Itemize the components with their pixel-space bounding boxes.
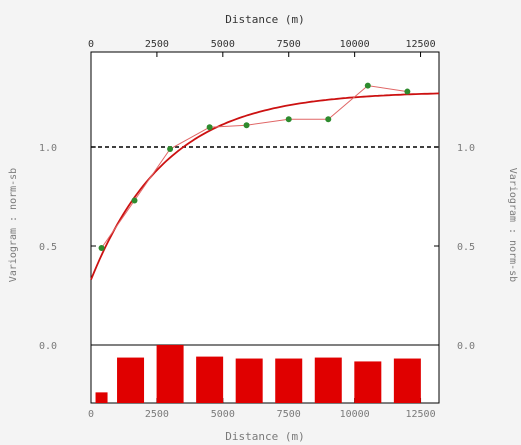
x-tick-label-bottom: 5000	[211, 409, 235, 420]
y-tick-label-right: 0.0	[457, 341, 475, 352]
x-tick-label-top: 0	[88, 39, 94, 50]
x-tick-label-bottom: 12500	[405, 409, 435, 420]
x-tick-label-top: 10000	[340, 39, 370, 50]
experimental-point	[206, 124, 213, 131]
histogram-bar	[235, 358, 263, 403]
x-tick-label-top: 5000	[211, 39, 235, 50]
experimental-point	[243, 122, 250, 129]
x-tick-label-bottom: 2500	[145, 409, 169, 420]
x-axis-title-top: Distance (m)	[225, 13, 304, 26]
x-tick-label-bottom: 10000	[340, 409, 370, 420]
experimental-point	[404, 88, 411, 95]
experimental-point	[167, 145, 174, 152]
histogram-bar	[117, 357, 145, 403]
y-tick-label-right: 0.5	[457, 242, 475, 253]
experimental-point	[98, 244, 105, 251]
y-axis-title-right: Variogram : norm-sb	[507, 168, 518, 282]
histogram-bar	[314, 357, 342, 403]
x-tick-label-bottom: 0	[88, 409, 94, 420]
experimental-point	[325, 116, 332, 123]
x-tick-label-top: 2500	[145, 39, 169, 50]
histogram-bar	[95, 392, 108, 403]
y-tick-label-left: 0.5	[39, 242, 57, 253]
histogram-bar	[156, 345, 184, 403]
y-axis-title-left: Variogram : norm-sb	[8, 168, 19, 282]
histogram-bar	[196, 356, 224, 403]
histogram-bar	[354, 361, 382, 403]
histogram-bar	[393, 358, 421, 403]
x-tick-label-top: 7500	[277, 39, 301, 50]
plot-frame	[90, 51, 440, 404]
experimental-point	[131, 197, 138, 204]
x-tick-label-bottom: 7500	[277, 409, 301, 420]
x-tick-label-top: 12500	[405, 39, 435, 50]
experimental-point	[364, 82, 371, 89]
y-tick-label-left: 0.0	[39, 341, 57, 352]
y-tick-label-right: 1.0	[457, 143, 475, 154]
x-axis-title-bottom: Distance (m)	[225, 430, 304, 443]
experimental-point	[285, 116, 292, 123]
histogram-bar	[275, 358, 303, 403]
y-tick-label-left: 1.0	[39, 143, 57, 154]
